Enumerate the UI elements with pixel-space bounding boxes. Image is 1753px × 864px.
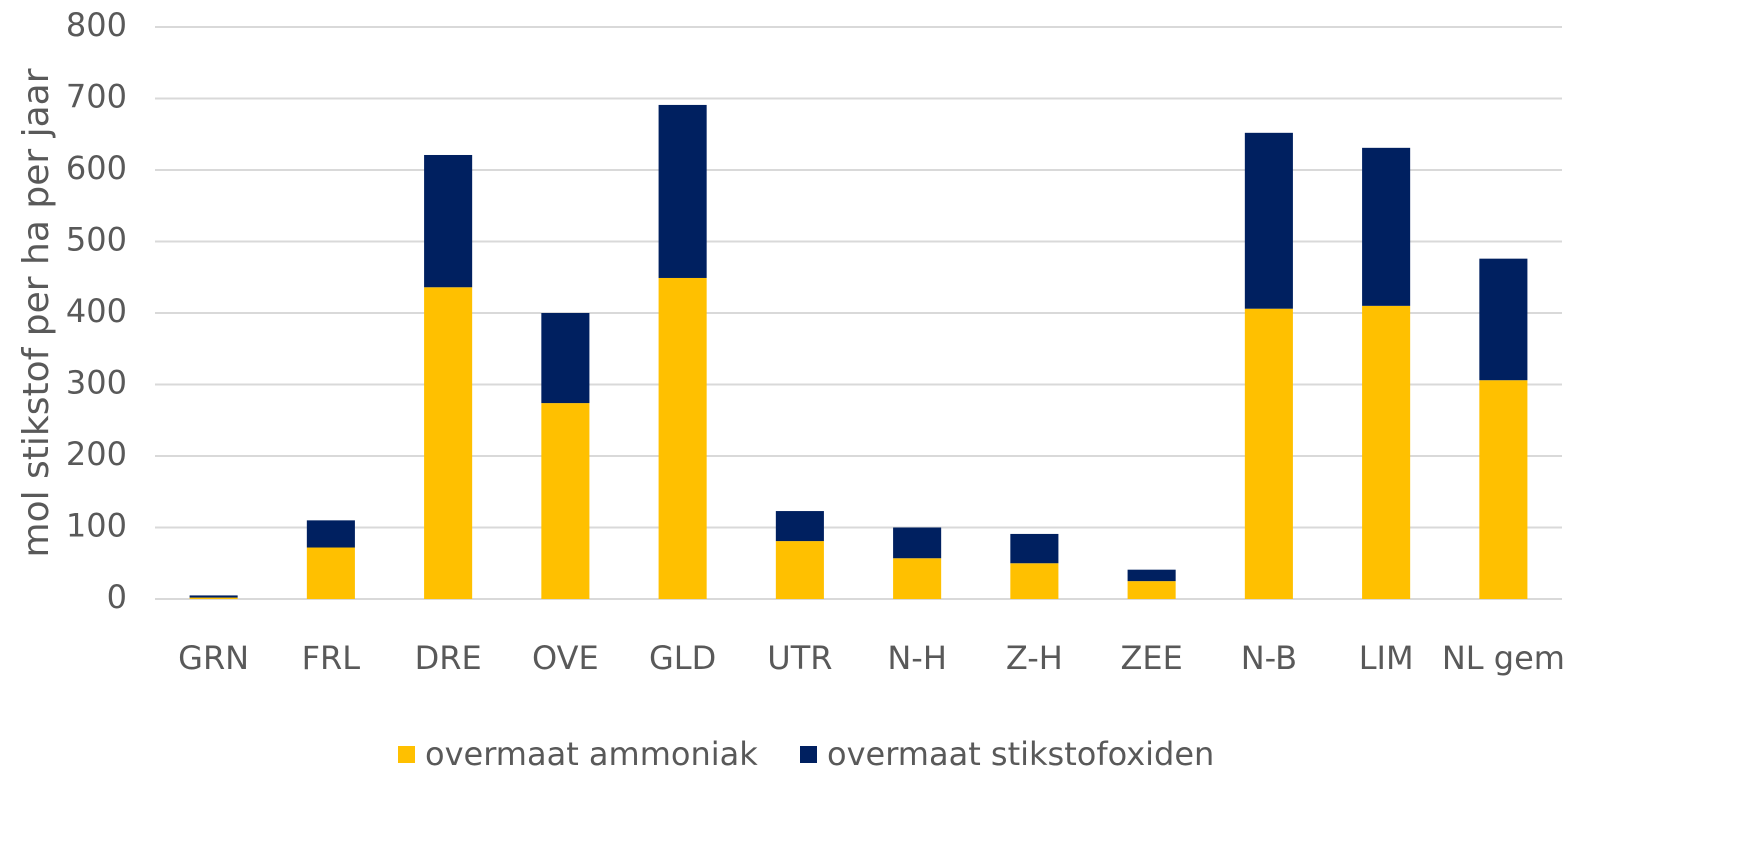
x-tick-label: DRE	[415, 639, 482, 677]
bar-segment	[306, 547, 355, 599]
y-tick-label: 800	[66, 6, 127, 44]
bar-segment	[893, 558, 942, 599]
bar-segment	[424, 154, 473, 288]
y-tick-label: 200	[66, 435, 127, 473]
y-tick-label: 700	[66, 78, 127, 116]
bar-segment	[306, 520, 355, 548]
bar-segment	[658, 104, 707, 278]
x-tick-label: UTR	[767, 639, 832, 677]
y-tick-label: 0	[107, 578, 127, 616]
legend-swatch	[800, 746, 817, 763]
x-tick-label: GRN	[178, 639, 249, 677]
legend-label: overmaat stikstofoxiden	[827, 735, 1214, 773]
bar-segment	[541, 403, 590, 599]
legend-swatch	[398, 746, 415, 763]
legend-label: overmaat ammoniak	[425, 735, 758, 773]
bar-segment	[775, 511, 824, 542]
bar-segment	[1244, 308, 1293, 599]
y-tick-label: 300	[66, 364, 127, 402]
x-tick-label: N-H	[887, 639, 947, 677]
bar-segment	[1127, 581, 1176, 599]
x-tick-label: LIM	[1359, 639, 1414, 677]
x-tick-label: OVE	[532, 639, 599, 677]
x-tick-label: ZEE	[1120, 639, 1182, 677]
bar-segment	[1479, 380, 1528, 599]
x-tick-label: NL gem	[1442, 639, 1565, 677]
bar-segment	[1244, 132, 1293, 309]
y-tick-label: 400	[66, 292, 127, 330]
bar-segment	[189, 595, 238, 598]
bar-segment	[1127, 569, 1176, 582]
bar-segment	[658, 277, 707, 599]
bar-segment	[1010, 563, 1059, 599]
bar-segment	[775, 541, 824, 599]
x-tick-label: N-B	[1241, 639, 1297, 677]
bar-segment	[893, 527, 942, 559]
bar-segment	[1479, 258, 1528, 381]
bar-segment	[424, 287, 473, 599]
y-tick-label: 100	[66, 507, 127, 545]
bar-segment	[1362, 305, 1411, 599]
y-tick-label: 500	[66, 221, 127, 259]
x-tick-label: Z-H	[1006, 639, 1063, 677]
y-axis-label: mol stikstof per ha per jaar	[16, 68, 57, 557]
x-tick-label: FRL	[302, 639, 361, 677]
x-tick-label: GLD	[649, 639, 716, 677]
y-tick-label: 600	[66, 149, 127, 187]
bar-segment	[189, 597, 238, 599]
bar-segment	[1010, 533, 1059, 564]
bar-segment	[541, 313, 590, 404]
bar-segment	[1362, 147, 1411, 306]
